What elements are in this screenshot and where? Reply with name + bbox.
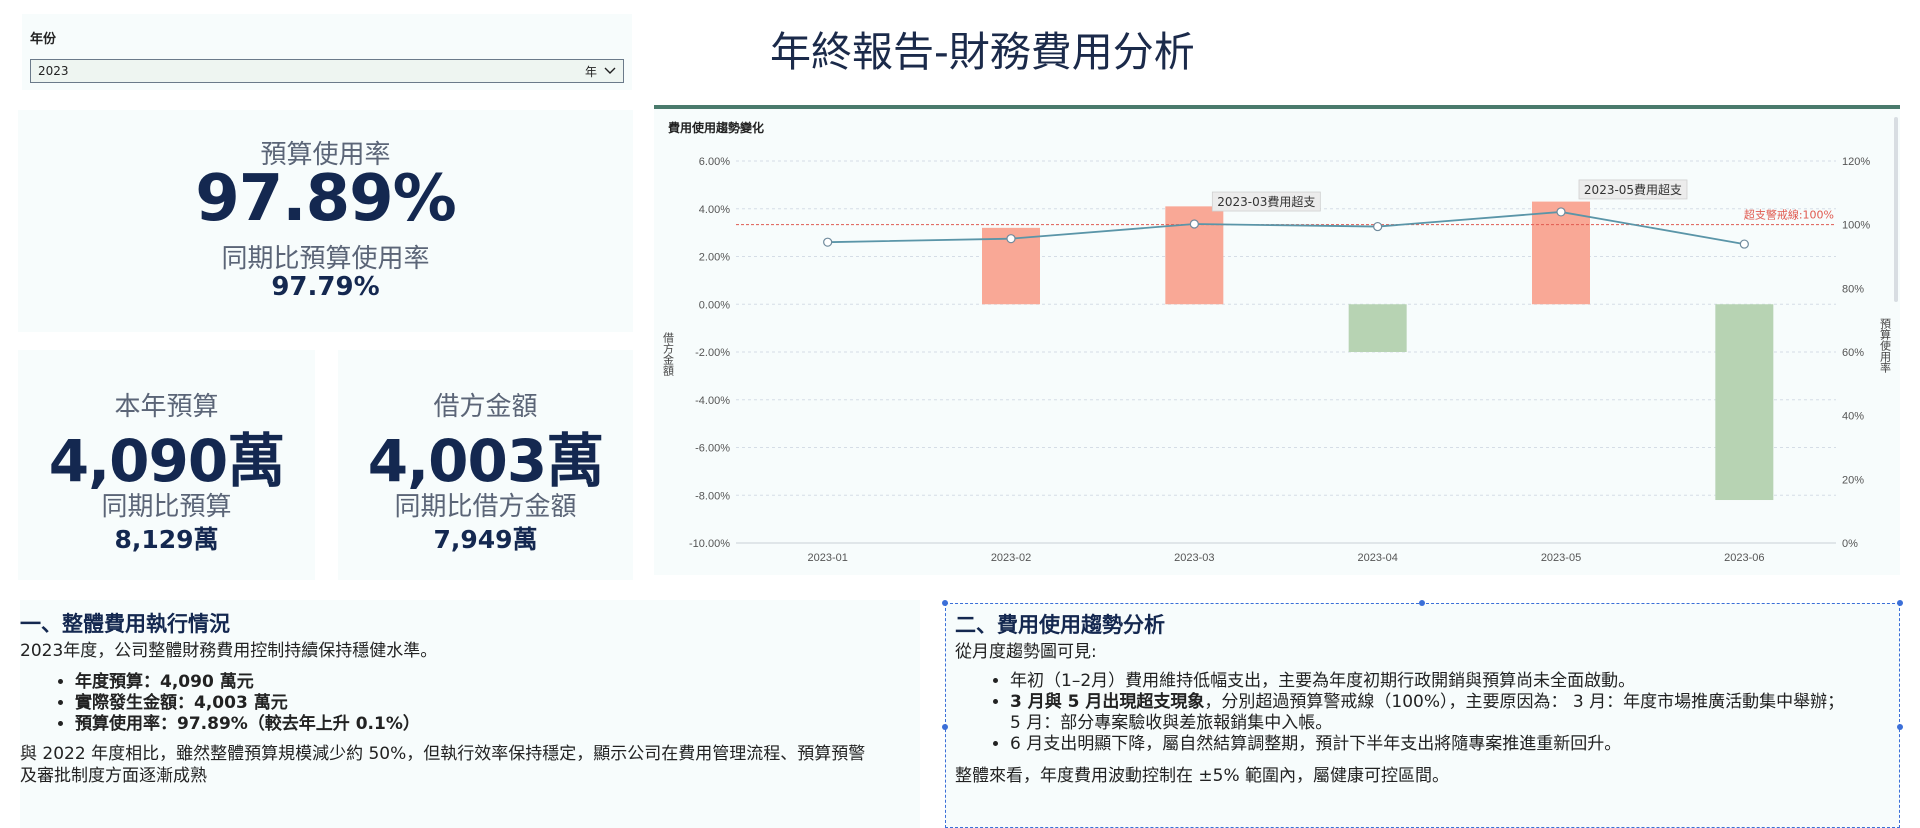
x-tick-label: 2023-05 (1541, 552, 1581, 564)
chevron-down-icon[interactable] (603, 64, 617, 78)
list-item: 6 月支出明顯下降，屬自然結算調整期，預計下半年支出將隨專案推進重新回升。 (1010, 734, 1899, 755)
kpi-value: 97.89% (195, 162, 457, 236)
kpi-compare-value: 8,129萬 (114, 525, 219, 554)
bar-2023-05 (1532, 201, 1590, 305)
threshold-label: 超支警戒線:100% (1744, 208, 1834, 222)
point-2023-04 (1373, 221, 1383, 232)
annotation-text: 2023-03費用超支 (1217, 194, 1315, 209)
kpi-label: 本年預算 (114, 392, 219, 422)
y2-tick-label: 20% (1842, 474, 1864, 486)
trend-chart-panel: 費用使用趨勢變化 -10.00% -8.00% -6.00% -4.00% -2.00%… (654, 105, 1900, 575)
x-tick-label: 2023-06 (1724, 552, 1764, 564)
kpi-compare-value: 97.79% (271, 272, 380, 302)
y-tick-label: 2.00% (699, 252, 730, 264)
scrollbar[interactable] (1894, 117, 1898, 302)
year-dropdown[interactable]: 2023 年 (30, 59, 624, 83)
bar-2023-04 (1348, 304, 1407, 352)
annotation-text: 2023-05費用超支 (1584, 182, 1682, 197)
bar-2023-06 (1715, 304, 1774, 501)
y-axis-title: 借方金額 (662, 332, 675, 377)
section-intro: 2023年度，公司整體財務費用控制持續保持穩健水準。 (20, 641, 438, 661)
section-overall-execution: 一、整體費用執行情況 2023年度，公司整體財務費用控制持續保持穩健水準。 年度… (20, 600, 920, 828)
list-item-emphasis: 3 月與 5 月出現超支現象 (1010, 692, 1205, 712)
resize-handle[interactable] (942, 600, 948, 606)
list-item: 實際發生金額：4,003 萬元 (75, 693, 920, 714)
point-2023-02 (1006, 234, 1016, 244)
resize-handle[interactable] (1897, 724, 1903, 730)
kpi-compare-label: 同期比預算 (101, 492, 232, 522)
resize-handle[interactable] (1419, 600, 1425, 606)
y-tick-label: -6.00% (695, 443, 730, 455)
y-tick-label: -4.00% (695, 395, 730, 407)
y-tick-label: 0.00% (699, 299, 730, 311)
kpi-compare-label: 同期比預算使用率 (221, 244, 430, 274)
y-tick-label: 6.00% (699, 156, 730, 168)
y2-tick-label: 100% (1842, 220, 1870, 232)
kpi-card-budget-usage-rate: 預算使用率 97.89% 同期比預算使用率 97.79% (18, 110, 633, 332)
x-tick-label: 2023-01 (807, 552, 847, 564)
kpi-card-annual-budget: 本年預算 4,090萬 同期比預算 8,129萬 (18, 350, 315, 580)
x-tick-label: 2023-02 (991, 552, 1031, 564)
list-item-text: ，分別超過預算警戒線（100%），主要原因為： 3 月：年度市場推廣活動集中舉辦… (1204, 692, 1845, 712)
y2-tick-label: 80% (1842, 283, 1864, 295)
page-title: 年終報告-財務費用分析 (770, 28, 1195, 76)
y-tick-label: -10.00% (689, 538, 730, 550)
line-budget-usage-rate (827, 211, 1745, 245)
section-title: 二、費用使用趨勢分析 (955, 613, 1165, 637)
y2-tick-label: 60% (1842, 347, 1864, 359)
list-item-text: 5 月：部分專案驗收與差旅報銷集中入帳。 (1010, 713, 1333, 733)
year-filter-label: 年份 (30, 32, 57, 47)
kpi-value: 4,090萬 (48, 427, 285, 495)
section-intro: 從月度趨勢圖可見: (955, 642, 1097, 662)
kpi-card-debit-amount: 借方金額 4,003萬 同期比借方金額 7,949萬 (338, 350, 633, 580)
list-item: 年度預算：4,090 萬元 (75, 672, 920, 693)
y-tick-label: -2.00% (695, 347, 730, 359)
section-outro-line: 及審批制度方面逐漸成熟 (20, 766, 207, 786)
y2-tick-label: 0% (1842, 538, 1858, 550)
point-2023-03 (1189, 219, 1199, 229)
section-trend-analysis[interactable]: 二、費用使用趨勢分析 從月度趨勢圖可見: 年初（1–2月）費用維持低幅支出，主要… (942, 600, 1903, 828)
x-tick-label: 2023-03 (1174, 552, 1214, 564)
resize-handle[interactable] (942, 724, 948, 730)
list-item: 年初（1–2月）費用維持低幅支出，主要為年度初期行政開銷與預算尚未全面啟動。 (1010, 671, 1899, 692)
year-dropdown-value: 2023 (38, 64, 69, 78)
kpi-compare-label: 同期比借方金額 (394, 492, 577, 522)
x-tick-label: 2023-04 (1357, 552, 1397, 564)
section-outro-line: 與 2022 年度相比，雖然整體預算規模減少約 50%，但執行效率保持穩定，顯示… (20, 744, 866, 764)
kpi-compare-value: 7,949萬 (433, 525, 538, 554)
point-2023-01 (823, 237, 833, 247)
chart-title: 費用使用趨勢變化 (668, 121, 765, 135)
annotation-box (1211, 191, 1321, 212)
y2-axis-title: 預算使用率 (1879, 318, 1892, 374)
trend-chart: -10.00% -8.00% -6.00% -4.00% -2.00% 0.00% 2.00… (662, 156, 1892, 564)
kpi-value: 4,003萬 (367, 427, 604, 495)
list-item: 預算使用率：97.89%（較去年上升 0.1%） (75, 714, 920, 735)
y2-tick-label: 40% (1842, 411, 1864, 423)
y2-tick-label: 120% (1842, 156, 1870, 168)
y-tick-label: 4.00% (699, 204, 730, 216)
section-bullets: 年初（1–2月）費用維持低幅支出，主要為年度初期行政開銷與預算尚未全面啟動。 3… (1010, 671, 1899, 755)
resize-handle[interactable] (1897, 600, 1903, 606)
section-title: 一、整體費用執行情況 (20, 612, 230, 636)
point-2023-05 (1556, 207, 1566, 217)
section-outro: 與 2022 年度相比，雖然整體預算規模減少約 50%，但執行效率保持穩定，顯示… (20, 743, 920, 787)
year-filter: 年份 2023 年 (22, 14, 632, 90)
annotation-box (1578, 179, 1688, 200)
section-bullets: 年度預算：4,090 萬元 實際發生金額：4,003 萬元 預算使用率：97.8… (75, 672, 920, 735)
kpi-label: 預算使用率 (260, 140, 391, 170)
year-dropdown-suffix: 年 (584, 65, 597, 79)
section-outro: 整體來看，年度費用波動控制在 ±5% 範圍內，屬健康可控區間。 (955, 766, 1450, 786)
list-item: 3 月與 5 月出現超支現象，分別超過預算警戒線（100%），主要原因為： 3 … (1010, 692, 1899, 734)
point-2023-06 (1739, 239, 1749, 249)
kpi-label: 借方金額 (433, 392, 538, 422)
y-tick-label: -8.00% (695, 490, 730, 502)
